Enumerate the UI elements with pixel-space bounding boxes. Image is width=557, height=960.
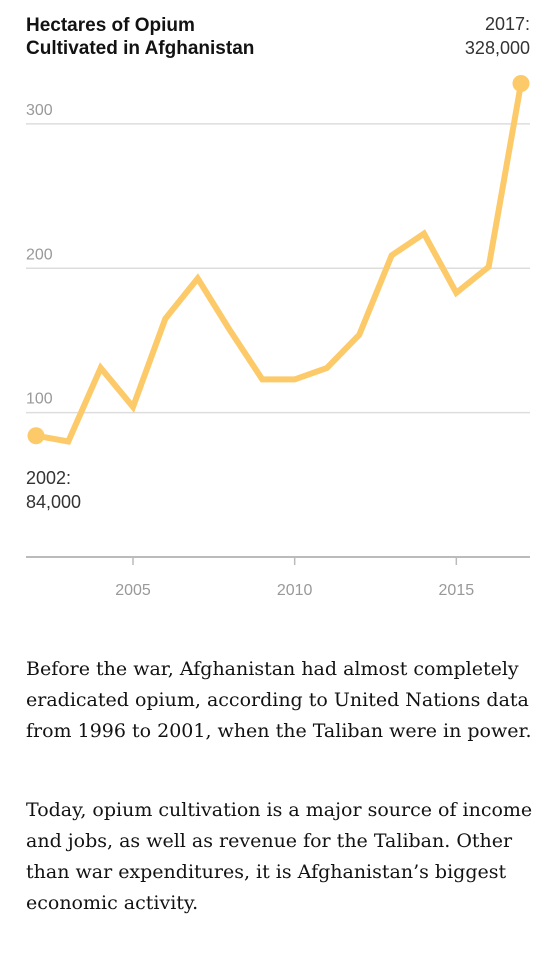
start-point-marker xyxy=(27,427,45,445)
y-tick-label: 100 xyxy=(26,391,53,408)
end-callout-label: 2017: xyxy=(485,14,530,34)
x-tick-label: 2005 xyxy=(115,582,151,599)
y-tick-label: 300 xyxy=(26,102,53,119)
chart-title-line-2: Cultivated in Afghanistan xyxy=(26,38,255,59)
y-tick-label: 200 xyxy=(26,246,53,263)
start-callout-label: 84,000 xyxy=(26,492,81,512)
chart-title-line-1: Hectares of Opium xyxy=(26,15,195,36)
end-callout-label: 328,000 xyxy=(465,38,530,58)
x-tick-label: 2015 xyxy=(439,582,475,599)
start-callout-label: 2002: xyxy=(26,468,71,488)
body-paragraph-2: Today, opium cultivation is a major sour… xyxy=(26,799,533,914)
opium-series-line xyxy=(33,80,524,445)
chart-title: Hectares of Opium Cultivated in Afghanis… xyxy=(26,14,254,60)
body-paragraph-1: Before the war, Afghanistan had almost c… xyxy=(26,658,532,742)
end-point-marker xyxy=(512,74,530,92)
x-tick-label: 2010 xyxy=(277,582,313,599)
opium-line-chart: 100 200 300 2005 2010 2015 2002: 84,000 2017: 328… xyxy=(26,14,530,599)
